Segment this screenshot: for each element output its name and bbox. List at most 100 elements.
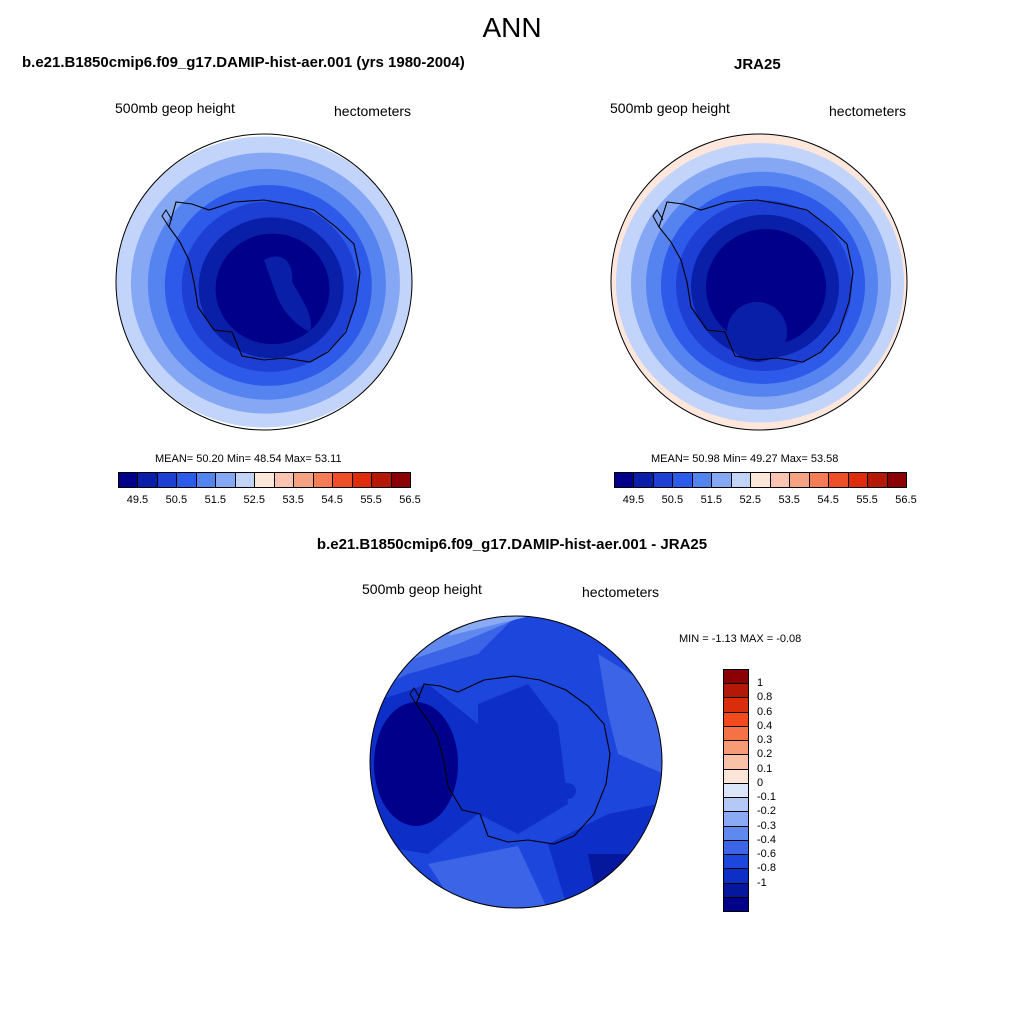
obs-units-label: hectometers bbox=[829, 103, 907, 119]
colorbar-cell bbox=[118, 472, 139, 488]
colorbar-cell bbox=[723, 782, 749, 799]
colorbar-cell bbox=[723, 711, 749, 727]
colorbar-tick-label: 54.5 bbox=[817, 494, 839, 506]
obs-variable-label: 500mb geop height bbox=[610, 100, 730, 116]
obs-polar-map bbox=[610, 133, 908, 431]
colorbar-tick-label: 53.5 bbox=[282, 494, 304, 506]
colorbar-cell bbox=[371, 472, 392, 488]
diff-panel-title: b.e21.B1850cmip6.f09_g17.DAMIP-hist-aer.… bbox=[316, 536, 708, 553]
diff-variable-label: 500mb geop height bbox=[362, 581, 482, 597]
colorbar-tick-label: 56.5 bbox=[895, 494, 917, 506]
obs-low-center bbox=[727, 302, 787, 362]
colorbar-cell bbox=[723, 882, 749, 898]
colorbar-cell bbox=[723, 868, 749, 884]
colorbar-cell bbox=[769, 472, 791, 488]
colorbar-cell bbox=[723, 768, 749, 784]
colorbar-tick-label: 0.8 bbox=[757, 691, 773, 704]
colorbar-tick-label: 51.5 bbox=[700, 494, 723, 506]
colorbar-tick-label: 0.6 bbox=[757, 705, 773, 718]
colorbar-cell bbox=[886, 472, 907, 488]
page-title: ANN bbox=[482, 12, 542, 43]
obs-panel-title: JRA25 bbox=[734, 56, 781, 73]
map-border bbox=[610, 133, 908, 431]
diff-region bbox=[478, 684, 568, 834]
obs-stats: MEAN= 50.98 Min= 49.27 Max= 53.58 bbox=[651, 453, 839, 465]
peninsula-coastline bbox=[652, 209, 664, 228]
antarctica-coastline bbox=[415, 675, 611, 845]
colorbar-tick-label: 52.5 bbox=[243, 494, 265, 506]
colorbar-cell bbox=[847, 472, 869, 488]
diff-polar-map bbox=[369, 615, 663, 909]
colorbar-cell bbox=[723, 697, 749, 713]
colorbar-tick-label: 54.5 bbox=[321, 494, 343, 506]
colorbar-cell bbox=[723, 896, 749, 912]
colorbar-cell bbox=[711, 472, 732, 488]
colorbar-cell bbox=[828, 472, 849, 488]
colorbar-cell bbox=[254, 472, 275, 488]
colorbar-cell bbox=[633, 472, 654, 488]
colorbar-tick-label: 0.3 bbox=[757, 734, 773, 747]
diff-region bbox=[428, 846, 548, 908]
colorbar-cell bbox=[730, 472, 752, 488]
model-colorbar: 49.5 50.5 51.5 52.5 53.5 54.5 55.5 56.5 bbox=[118, 472, 421, 512]
colorbar-cell bbox=[750, 472, 771, 488]
colorbar-cell bbox=[273, 472, 295, 488]
colorbar-tick-label: 49.5 bbox=[126, 494, 149, 506]
diff-region bbox=[560, 783, 576, 799]
colorbar-tick-label: 1 bbox=[757, 677, 764, 690]
obs-colorbar: 49.5 50.5 51.5 52.5 53.5 54.5 55.5 56.5 bbox=[614, 472, 917, 512]
colorbar-cell bbox=[723, 754, 749, 770]
diff-units-label: hectometers bbox=[582, 584, 660, 600]
map-border bbox=[369, 615, 663, 909]
colorbar-tick-label: -0.8 bbox=[757, 862, 776, 875]
colorbar-cell bbox=[215, 472, 236, 488]
colorbar-tick-label: 52.5 bbox=[739, 494, 761, 506]
colorbar-cell bbox=[614, 472, 635, 488]
colorbar-cell bbox=[723, 669, 749, 685]
contour-band bbox=[215, 233, 330, 345]
colorbar-tick-label: 56.5 bbox=[399, 494, 421, 506]
colorbar-tick-label: 55.5 bbox=[360, 494, 382, 506]
colorbar-tick-label: -0.2 bbox=[757, 805, 776, 818]
colorbar-cell bbox=[137, 472, 158, 488]
colorbar-tick-label: -0.6 bbox=[757, 848, 776, 861]
colorbar-tick-label: 0 bbox=[757, 776, 764, 789]
diff-region bbox=[588, 854, 638, 904]
model-variable-label: 500mb geop height bbox=[115, 100, 235, 116]
colorbar-tick-label: 0.2 bbox=[757, 748, 773, 761]
colorbar-cell bbox=[351, 472, 373, 488]
antarctica-coastline bbox=[168, 199, 361, 363]
colorbar-cell bbox=[652, 472, 674, 488]
model-panel-title: b.e21.B1850cmip6.f09_g17.DAMIP-hist-aer.… bbox=[22, 54, 465, 71]
colorbar-tick-label: 50.5 bbox=[165, 494, 188, 506]
peninsula-coastline bbox=[409, 687, 421, 705]
colorbar-tick-label: 53.5 bbox=[778, 494, 800, 506]
colorbar-cell bbox=[723, 797, 749, 813]
colorbar-cell bbox=[312, 472, 334, 488]
colorbar-cell bbox=[723, 740, 749, 756]
colorbar-cell bbox=[723, 683, 749, 699]
colorbar-cell bbox=[156, 472, 178, 488]
colorbar-tick-label: 0.1 bbox=[757, 762, 773, 775]
model-inner-contour bbox=[264, 256, 311, 332]
colorbar-cell bbox=[723, 854, 749, 870]
colorbar-tick-label: 55.5 bbox=[856, 494, 878, 506]
colorbar-cell bbox=[867, 472, 888, 488]
colorbar-cell bbox=[723, 839, 749, 856]
colorbar-cell bbox=[332, 472, 353, 488]
colorbar-tick-label: 49.5 bbox=[622, 494, 645, 506]
colorbar-cell bbox=[808, 472, 830, 488]
colorbar-tick-label: -0.3 bbox=[757, 819, 776, 832]
colorbar-cell bbox=[176, 472, 197, 488]
model-polar-map bbox=[115, 133, 413, 431]
colorbar-tick-label: 50.5 bbox=[661, 494, 684, 506]
colorbar-tick-label: -0.4 bbox=[757, 833, 776, 846]
colorbar-cell bbox=[723, 811, 749, 827]
colorbar-cell bbox=[390, 472, 411, 488]
colorbar-cell bbox=[691, 472, 713, 488]
colorbar-cell bbox=[789, 472, 810, 488]
colorbar-cell bbox=[293, 472, 314, 488]
colorbar-cell bbox=[723, 725, 749, 742]
colorbar-cell bbox=[672, 472, 693, 488]
diff-stats: MIN = -1.13 MAX = -0.08 bbox=[679, 633, 802, 645]
